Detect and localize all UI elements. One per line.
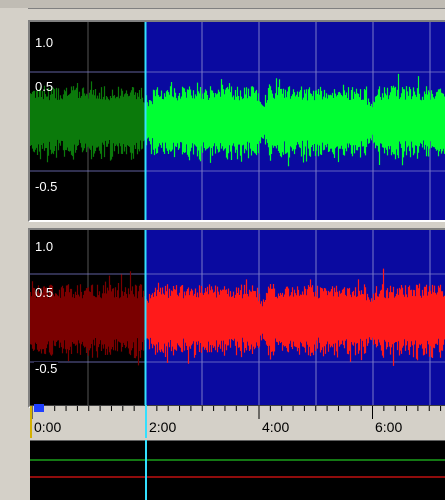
channel-top-label-3: -0.5 <box>34 179 59 194</box>
timeline-label-1: 2:00 <box>149 419 177 435</box>
channel-bottom-wave-unselected <box>30 271 146 366</box>
channel-top-waveform[interactable] <box>30 22 445 220</box>
channel-bottom-label-2: 0.5 <box>35 285 54 300</box>
toolbar-edge <box>0 0 445 9</box>
timeline-label-3: 6:00 <box>375 419 403 435</box>
channel-top-panel[interactable]: 1.0 0.5 -0.5 <box>28 20 445 222</box>
overview-tracks <box>30 440 445 500</box>
timeline-ticks <box>30 405 445 438</box>
timeline-label-0: 0:00 <box>34 419 62 435</box>
strip-background <box>30 440 445 500</box>
overview-strip[interactable] <box>30 440 445 500</box>
channel-bottom-panel[interactable]: 1.0 0.5 -0.5 <box>28 228 445 408</box>
left-gutter <box>0 8 28 500</box>
channel-top-label-2: 0.5 <box>35 79 54 94</box>
channel-bottom-waveform[interactable] <box>30 230 445 406</box>
channel-top-label-1: 1.0 <box>34 35 55 50</box>
timeline-ruler[interactable]: 0:00 2:00 4:00 6:00 <box>30 405 445 438</box>
playhead-marker-icon[interactable] <box>34 404 44 412</box>
channel-top-wave-unselected <box>30 81 146 163</box>
timeline-label-2: 4:00 <box>262 419 290 435</box>
channel-bottom-label-1: 1.0 <box>34 239 55 254</box>
channel-bottom-label-3: -0.5 <box>34 361 59 376</box>
